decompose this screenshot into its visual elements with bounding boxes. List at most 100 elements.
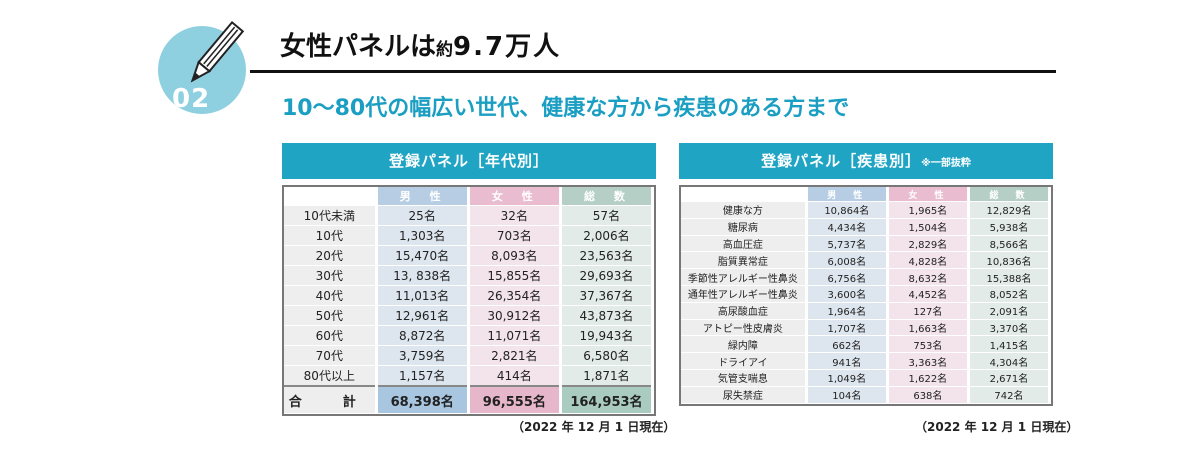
table-row: 高血圧症 5,737名 2,829名 8,566名 [681, 235, 1052, 253]
header-cell [284, 187, 378, 206]
row-label: 40代 [284, 285, 378, 306]
disease-panel-note: ※一部抜粋 [921, 158, 971, 169]
disease-table-frame: 男 性 女 性 総 数 健康な方 10,864名 1,965名 12,829名 糖尿病 4… [679, 185, 1053, 406]
disease-table-body: 健康な方 10,864名 1,965名 12,829名 糖尿病 4,434名 1,504名 5… [681, 201, 1052, 404]
table-row: 高尿酸血症 1,964名 127名 2,091名 [681, 302, 1052, 320]
total-cell: 19,943名 [560, 325, 655, 346]
row-label: 80代以上 [284, 365, 378, 387]
page-subtitle: 10～80代の幅広い世代、健康な方から疾患のある方まで [282, 96, 850, 121]
page-title: 女性パネルは約9.7万人 [280, 26, 561, 63]
total-cell: 2,671名 [968, 369, 1052, 387]
table-row: 気管支喘息 1,049名 1,622名 2,671名 [681, 369, 1052, 387]
age-panel: 登録パネル［年代別］ 男 性 女 性 総 数 10代未満 25名 32名 57名 10代… [282, 143, 656, 416]
table-row: 20代 15,470名 8,093名 23,563名 [284, 245, 655, 266]
female-cell: 703名 [468, 225, 562, 246]
total-cell: 2,091名 [968, 302, 1052, 320]
age-table-body: 10代未満 25名 32名 57名 10代 1,303名 703名 2,006名 20代 15,4… [284, 205, 655, 414]
male-cell: 11,013名 [376, 285, 470, 306]
row-label: 緑内障 [681, 335, 808, 354]
table-row: 糖尿病 4,434名 1,504名 5,938名 [681, 218, 1052, 236]
row-label: 尿失禁症 [681, 386, 808, 404]
male-cell: 12,961名 [376, 305, 470, 326]
total-cell: 23,563名 [560, 245, 655, 266]
female-cell: 4,828名 [887, 251, 970, 270]
title-small: 約 [436, 40, 454, 60]
total-cell: 4,304名 [968, 352, 1052, 370]
disease-panel-title-text: 登録パネル［疾患別］ [761, 152, 922, 170]
female-cell: 30,912名 [468, 305, 562, 326]
male-cell: 6,756名 [806, 268, 889, 286]
total-cell: 10,836名 [968, 251, 1052, 270]
female-cell: 638名 [887, 386, 970, 404]
row-label: 50代 [284, 305, 378, 326]
female-cell: 1,965名 [887, 201, 970, 219]
table-row: ドライアイ 941名 3,363名 4,304名 [681, 352, 1052, 370]
male-cell: 1,157名 [376, 365, 470, 387]
header-female: 女 性 [887, 187, 970, 202]
table-row: 60代 8,872名 11,071名 19,943名 [284, 325, 655, 346]
header-male: 男 性 [376, 187, 470, 206]
row-label: 10代未満 [284, 205, 378, 226]
female-cell: 1,504名 [887, 218, 970, 236]
row-label: 70代 [284, 345, 378, 366]
table-row: 30代 13, 838名 15,855名 29,693名 [284, 265, 655, 286]
row-label: 高尿酸血症 [681, 302, 808, 320]
total-cell: 5,938名 [968, 218, 1052, 236]
total-cell: 8,052名 [968, 285, 1052, 303]
table-row: 70代 3,759名 2,821名 6,580名 [284, 345, 655, 366]
total-row: 合 計 68,398名 96,555名 164,953名 [284, 385, 655, 414]
female-cell: 1,622名 [887, 369, 970, 387]
badge-number: 02 [172, 84, 211, 114]
male-cell: 1,049名 [806, 369, 889, 387]
total-cell: 742名 [968, 386, 1052, 404]
female-cell: 32名 [468, 205, 562, 226]
female-cell: 2,829名 [887, 235, 970, 253]
female-cell: 2,821名 [468, 345, 562, 366]
row-label: 気管支喘息 [681, 369, 808, 387]
male-cell: 5,737名 [806, 235, 889, 253]
row-label: 季節性アレルギー性鼻炎 [681, 268, 808, 286]
male-cell: 6,008名 [806, 251, 889, 270]
section-badge: 02 [158, 16, 248, 114]
male-cell: 13, 838名 [376, 265, 470, 286]
disease-table-header-row: 男 性 女 性 総 数 [681, 187, 1052, 202]
total-cell: 37,367名 [560, 285, 655, 306]
total-cell: 1,415名 [968, 335, 1052, 354]
row-label: 10代 [284, 225, 378, 246]
female-cell: 753名 [887, 335, 970, 354]
male-cell: 662名 [806, 335, 889, 354]
row-label: 脂質異常症 [681, 251, 808, 270]
table-row: 50代 12,961名 30,912名 43,873名 [284, 305, 655, 326]
table-row: 10代 1,303名 703名 2,006名 [284, 225, 655, 246]
disease-panel: 登録パネル［疾患別］※一部抜粋 男 性 女 性 総 数 健康な方 10,864名 1… [679, 143, 1053, 406]
male-cell: 15,470名 [376, 245, 470, 266]
female-cell: 15,855名 [468, 265, 562, 286]
table-row: 尿失禁症 104名 638名 742名 [681, 386, 1052, 404]
male-cell: 10,864名 [806, 201, 889, 219]
table-row: 通年性アレルギー性鼻炎 3,600名 4,452名 8,052名 [681, 285, 1052, 303]
disease-as-of: （2022 年 12 月 1 日現在） [915, 420, 1079, 434]
age-panel-title: 登録パネル［年代別］ [282, 143, 656, 179]
row-label: ドライアイ [681, 352, 808, 370]
pen-icon [190, 20, 245, 83]
male-cell: 941名 [806, 352, 889, 370]
table-row: 健康な方 10,864名 1,965名 12,829名 [681, 201, 1052, 219]
row-label: アトピー性皮膚炎 [681, 319, 808, 337]
female-cell: 414名 [468, 365, 562, 387]
total-row-label: 合 計 [284, 385, 378, 414]
male-cell: 3,600名 [806, 285, 889, 303]
male-cell: 3,759名 [376, 345, 470, 366]
total-cell: 12,829名 [968, 201, 1052, 219]
female-cell: 11,071名 [468, 325, 562, 346]
disease-table: 男 性 女 性 総 数 健康な方 10,864名 1,965名 12,829名 糖尿病 4… [681, 187, 1052, 404]
row-label: 20代 [284, 245, 378, 266]
row-label: 30代 [284, 265, 378, 286]
row-label: 60代 [284, 325, 378, 346]
male-cell: 1,303名 [376, 225, 470, 246]
female-cell: 4,452名 [887, 285, 970, 303]
total-cell: 57名 [560, 205, 655, 226]
total-cell: 2,006名 [560, 225, 655, 246]
male-cell: 25名 [376, 205, 470, 226]
table-row: 季節性アレルギー性鼻炎 6,756名 8,632名 15,388名 [681, 268, 1052, 286]
header-female: 女 性 [468, 187, 562, 206]
